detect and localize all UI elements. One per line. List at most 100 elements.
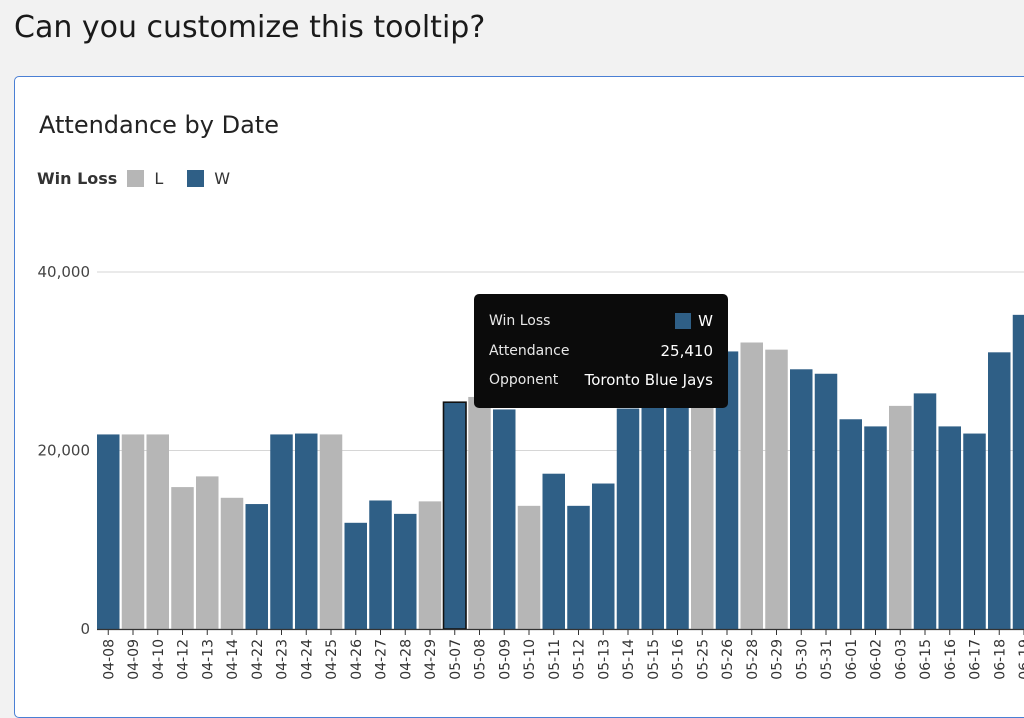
tooltip-row-win-loss: Win Loss W bbox=[489, 312, 713, 330]
bar[interactable] bbox=[790, 369, 813, 629]
bar[interactable] bbox=[839, 419, 863, 629]
tooltip-row-attendance: Attendance 25,410 bbox=[489, 342, 713, 360]
bar[interactable] bbox=[592, 483, 615, 629]
y-tick-label: 0 bbox=[80, 620, 90, 638]
x-tick-label: 04-24 bbox=[299, 639, 315, 680]
x-tick-label: 06-01 bbox=[844, 639, 860, 680]
bar[interactable] bbox=[394, 513, 417, 629]
x-tick-label: 05-09 bbox=[497, 639, 513, 680]
tooltip-value: 25,410 bbox=[660, 342, 714, 360]
tooltip-swatch bbox=[675, 313, 692, 329]
bar[interactable] bbox=[442, 401, 467, 630]
bar[interactable] bbox=[938, 426, 962, 629]
x-tick-label: 05-14 bbox=[621, 639, 637, 680]
bar[interactable] bbox=[517, 505, 541, 629]
x-tick-label: 05-31 bbox=[819, 639, 835, 680]
bar[interactable] bbox=[319, 434, 343, 629]
x-tick-label: 05-28 bbox=[745, 639, 761, 680]
legend-label-l: L bbox=[154, 169, 164, 188]
legend: Win Loss L W bbox=[37, 169, 254, 188]
x-tick-label: 04-08 bbox=[101, 639, 117, 680]
x-tick-label: 05-10 bbox=[522, 639, 538, 680]
tooltip-value: W bbox=[698, 312, 713, 330]
bar[interactable] bbox=[1012, 314, 1024, 629]
x-tick-label: 05-16 bbox=[671, 639, 687, 680]
tooltip-row-opponent: Opponent Toronto Blue Jays bbox=[489, 371, 713, 389]
x-tick-label: 05-25 bbox=[695, 639, 711, 680]
bar[interactable] bbox=[963, 433, 986, 629]
bar[interactable] bbox=[468, 396, 491, 629]
bar[interactable] bbox=[220, 497, 244, 629]
x-tick-label: 05-13 bbox=[596, 639, 612, 680]
y-tick-label: 20,000 bbox=[38, 442, 91, 460]
tooltip-value: Toronto Blue Jays bbox=[584, 371, 713, 389]
x-tick-label: 05-29 bbox=[770, 639, 786, 680]
x-tick-label: 06-17 bbox=[968, 639, 984, 680]
bar[interactable] bbox=[171, 487, 194, 629]
bar[interactable] bbox=[666, 398, 689, 629]
x-tick-label: 06-18 bbox=[992, 639, 1008, 680]
bar[interactable] bbox=[418, 501, 442, 629]
x-tick-label: 05-12 bbox=[572, 639, 588, 680]
x-tick-label: 04-23 bbox=[275, 639, 291, 680]
x-tick-label: 06-03 bbox=[893, 639, 909, 680]
bar[interactable] bbox=[715, 351, 739, 629]
tooltip-key: Win Loss bbox=[489, 313, 551, 329]
x-tick-label: 04-29 bbox=[423, 639, 439, 680]
bar[interactable] bbox=[988, 352, 1011, 629]
x-tick-label: 05-30 bbox=[794, 639, 810, 680]
x-tick-label: 04-14 bbox=[225, 639, 241, 680]
bar[interactable] bbox=[913, 393, 937, 629]
bar[interactable] bbox=[740, 342, 764, 629]
x-tick-label: 05-26 bbox=[720, 639, 736, 680]
tooltip: Win Loss W Attendance 25,410 Opponent To… bbox=[474, 294, 728, 408]
bar[interactable] bbox=[146, 434, 170, 629]
x-tick-label: 04-13 bbox=[200, 639, 216, 680]
bar[interactable] bbox=[864, 426, 887, 629]
bar[interactable] bbox=[369, 500, 392, 629]
bar[interactable] bbox=[493, 409, 516, 629]
legend-swatch-w bbox=[187, 170, 205, 187]
x-tick-label: 04-12 bbox=[176, 639, 192, 680]
bar[interactable] bbox=[616, 408, 640, 629]
page-question: Can you customize this tooltip? bbox=[14, 10, 486, 45]
legend-item-l[interactable]: L bbox=[127, 169, 163, 188]
x-tick-label: 04-22 bbox=[250, 639, 266, 680]
legend-item-w[interactable]: W bbox=[187, 169, 230, 188]
x-tick-label: 04-28 bbox=[398, 639, 414, 680]
bar[interactable] bbox=[567, 505, 590, 629]
x-tick-label: 04-27 bbox=[374, 639, 390, 680]
x-tick-label: 05-07 bbox=[448, 639, 464, 680]
bar[interactable] bbox=[765, 349, 788, 629]
x-tick-label: 06-02 bbox=[869, 639, 885, 680]
x-tick-label: 04-26 bbox=[349, 639, 365, 680]
x-tick-label: 05-08 bbox=[473, 639, 489, 680]
tooltip-key: Attendance bbox=[489, 343, 570, 359]
x-tick-label: 05-11 bbox=[547, 639, 563, 680]
legend-label-w: W bbox=[214, 169, 231, 188]
legend-swatch-l bbox=[127, 170, 145, 187]
bar[interactable] bbox=[889, 405, 912, 629]
bar[interactable] bbox=[691, 401, 714, 629]
x-tick-label: 04-10 bbox=[151, 639, 167, 680]
bar[interactable] bbox=[295, 433, 318, 629]
bar[interactable] bbox=[121, 434, 145, 629]
bar[interactable] bbox=[542, 473, 566, 629]
chart-title: Attendance by Date bbox=[39, 111, 279, 139]
bar-chart: 0 20,000 40,000 04-08 04-09 04-10 04-12 04-13 04… bbox=[38, 263, 1024, 680]
bar[interactable] bbox=[97, 434, 120, 629]
bar[interactable] bbox=[270, 434, 293, 629]
y-tick-label: 40,000 bbox=[38, 263, 91, 281]
bar[interactable] bbox=[641, 405, 665, 629]
tooltip-key: Opponent bbox=[489, 372, 559, 388]
x-tick-label: 06-16 bbox=[943, 639, 959, 680]
bar[interactable] bbox=[245, 504, 269, 629]
legend-title: Win Loss bbox=[37, 169, 118, 188]
bar[interactable] bbox=[196, 476, 219, 629]
x-tick-label: 04-25 bbox=[324, 639, 340, 680]
x-tick-label: 05-15 bbox=[646, 639, 662, 680]
x-tick-label: 06-15 bbox=[918, 639, 934, 680]
bar[interactable] bbox=[344, 522, 368, 629]
x-tick-label: 06-19 bbox=[1017, 639, 1024, 680]
bar[interactable] bbox=[814, 373, 838, 629]
